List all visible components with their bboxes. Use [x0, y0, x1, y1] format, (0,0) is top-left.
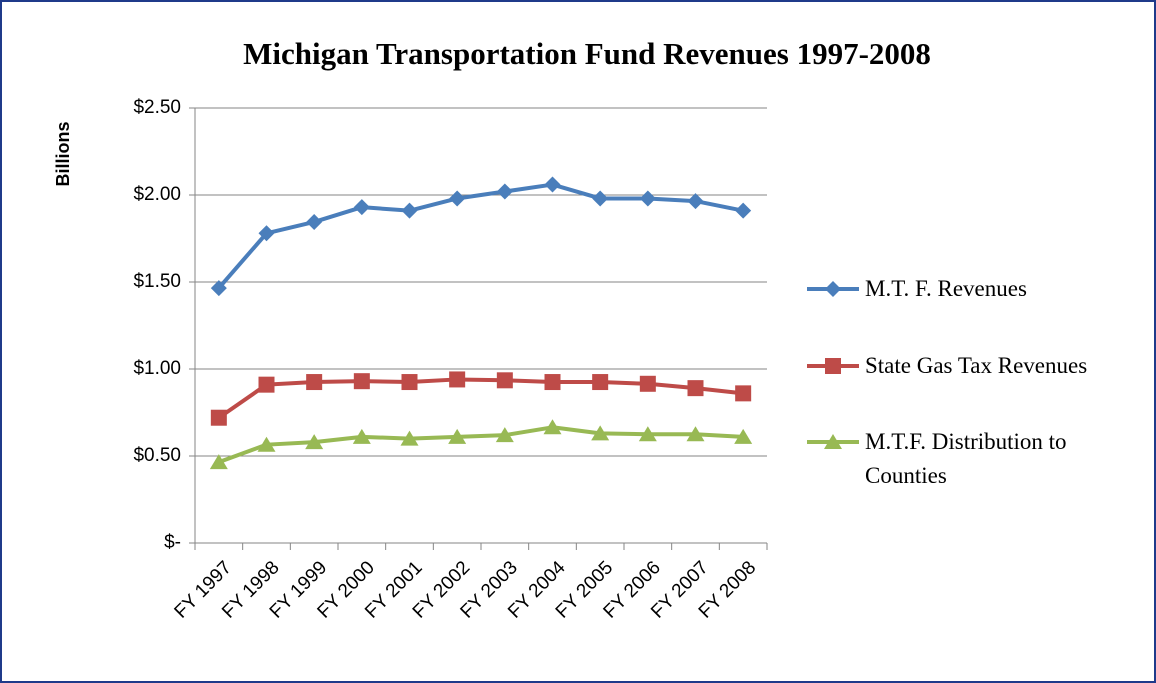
y-tick-label: $-	[164, 532, 181, 553]
marker	[824, 434, 842, 449]
marker	[639, 375, 656, 392]
marker	[353, 199, 370, 216]
marker	[400, 430, 419, 446]
marker	[591, 425, 610, 441]
y-tick-label: $2.00	[133, 184, 181, 205]
legend-swatch	[807, 281, 859, 297]
marker	[544, 374, 561, 391]
series-line	[218, 425, 744, 464]
chart-title: Michigan Transportation Fund Revenues 19…	[243, 36, 931, 71]
marker	[353, 373, 370, 390]
marker	[306, 374, 323, 391]
marker	[449, 371, 466, 388]
y-tick-label: $1.50	[133, 271, 181, 292]
marker	[258, 376, 275, 393]
y-tick-label: $0.50	[133, 445, 181, 466]
legend-label: M.T.F. Distribution to Counties	[865, 429, 1067, 488]
marker	[449, 190, 466, 207]
marker	[496, 183, 513, 200]
marker	[448, 428, 467, 444]
marker	[258, 225, 275, 242]
marker	[496, 372, 513, 389]
marker	[734, 428, 753, 444]
marker	[639, 190, 656, 207]
marker	[735, 385, 752, 402]
marker	[210, 409, 227, 426]
marker	[638, 426, 657, 442]
marker	[735, 202, 752, 219]
marker	[687, 193, 704, 210]
marker	[687, 380, 704, 397]
marker	[306, 213, 323, 230]
legend-item: M.T.F. Distribution to Counties	[805, 425, 1150, 493]
marker	[401, 202, 418, 219]
marker	[686, 426, 705, 442]
marker	[210, 280, 227, 297]
marker	[543, 419, 562, 435]
marker	[592, 374, 609, 391]
marker	[825, 358, 841, 374]
legend-item: State Gas Tax Revenues	[805, 349, 1150, 383]
marker	[592, 190, 609, 207]
marker	[305, 434, 324, 450]
marker	[352, 428, 371, 444]
legend-item: M.T. F. Revenues	[805, 272, 1150, 306]
y-axis-label: Billions	[53, 121, 73, 186]
marker	[544, 176, 561, 193]
marker	[825, 281, 841, 297]
legend-label: M.T. F. Revenues	[865, 276, 1027, 301]
marker	[257, 436, 276, 452]
legend-label: State Gas Tax Revenues	[865, 353, 1088, 378]
marker	[495, 427, 514, 443]
series-line	[217, 182, 744, 290]
legend-swatch	[807, 358, 859, 374]
series-line	[217, 377, 744, 420]
y-tick-label: $2.50	[133, 97, 181, 118]
marker	[401, 374, 418, 391]
legend-swatch	[807, 434, 859, 449]
marker	[209, 454, 228, 470]
y-tick-label: $1.00	[133, 358, 181, 379]
